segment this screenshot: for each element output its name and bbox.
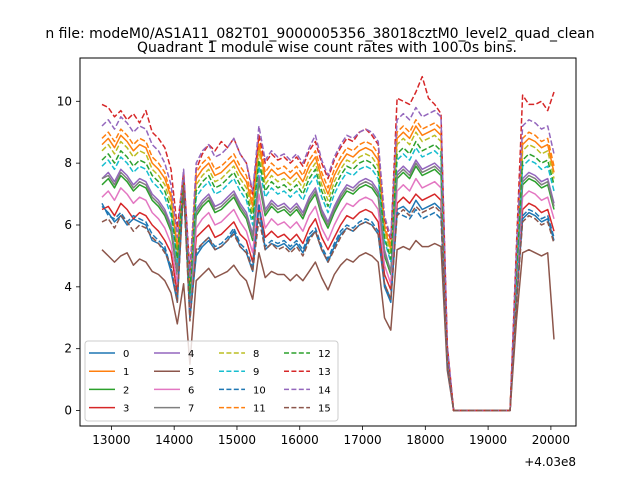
legend-label-8: 8 xyxy=(253,349,259,360)
y-tick-label: 0 xyxy=(64,404,72,418)
legend-label-12: 12 xyxy=(318,349,331,360)
x-tick-label: 16000 xyxy=(281,433,319,447)
axes-frame xyxy=(79,57,577,427)
y-tick-label: 4 xyxy=(64,280,72,294)
x-tick-label: 15000 xyxy=(218,433,256,447)
legend-label-9: 9 xyxy=(253,367,259,378)
figure-suptitle: n file: modeM0/AS1A11_082T01_9000005356_… xyxy=(45,26,594,42)
legend-label-1: 1 xyxy=(123,367,129,378)
x-tick-label: 17000 xyxy=(343,433,381,447)
legend-label-0: 0 xyxy=(123,349,129,360)
x-axis: 13000 14000 15000 16000 17000 18000 19000 20000 xyxy=(92,426,570,447)
series-layer xyxy=(101,75,555,412)
legend-label-3: 3 xyxy=(123,404,129,415)
legend-label-2: 2 xyxy=(123,385,129,396)
x-tick-label: 13000 xyxy=(92,433,130,447)
x-tick-label: 19000 xyxy=(469,433,507,447)
y-axis: 0 2 4 6 8 10 xyxy=(57,94,80,418)
x-tick-label: 18000 xyxy=(406,433,444,447)
legend-label-6: 6 xyxy=(188,385,194,396)
y-tick-label: 10 xyxy=(57,94,72,108)
y-tick-label: 2 xyxy=(64,342,72,356)
legend-label-7: 7 xyxy=(188,404,194,415)
y-tick-label: 6 xyxy=(64,218,72,232)
x-tick-label: 20000 xyxy=(532,433,570,447)
legend-label-5: 5 xyxy=(188,367,194,378)
y-tick-label: 8 xyxy=(64,156,72,170)
legend-label-11: 11 xyxy=(253,404,266,415)
legend-label-15: 15 xyxy=(318,404,331,415)
legend-label-13: 13 xyxy=(318,367,331,378)
legend-box xyxy=(84,340,339,422)
legend-label-14: 14 xyxy=(318,385,331,396)
series-line-15 xyxy=(101,187,555,412)
legend-label-10: 10 xyxy=(253,385,266,396)
chart-title: Quadrant 1 module wise count rates with … xyxy=(137,40,517,56)
legend-label-4: 4 xyxy=(188,349,194,360)
x-axis-offset-label: +4.03e8 xyxy=(524,455,576,469)
x-tick-label: 14000 xyxy=(155,433,193,447)
